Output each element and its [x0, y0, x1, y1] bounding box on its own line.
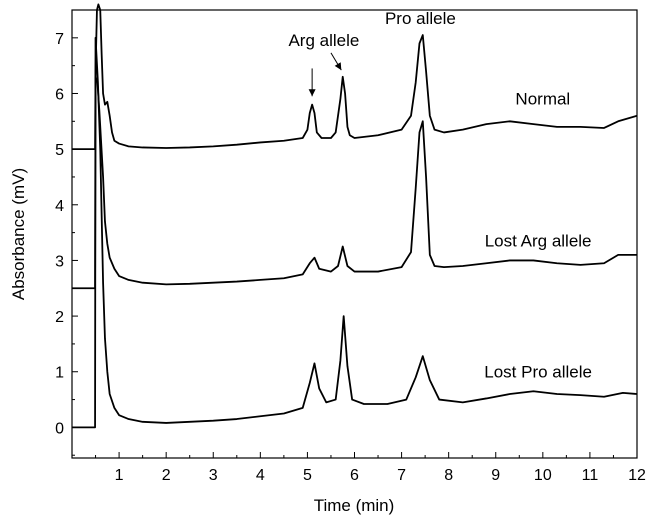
y-tick-label: 5 — [55, 142, 64, 159]
annotation-arrow-head — [334, 62, 342, 71]
series-layer — [72, 3, 638, 429]
series-line-0 — [72, 3, 638, 151]
y-tick-label: 3 — [55, 253, 64, 270]
x-tick-label: 12 — [628, 467, 646, 484]
x-tick-label: 11 — [582, 467, 599, 484]
annotation-labels: Pro allele Arg allele Normal Lost Arg allel… — [288, 9, 592, 381]
x-tick-label: 7 — [397, 467, 406, 484]
x-tick-label: 1 — [115, 467, 124, 484]
x-tick-label: 4 — [256, 467, 265, 484]
x-tick-label: 2 — [162, 467, 171, 484]
y-axis-ticks: 0 1 2 3 4 5 6 7 — [55, 9, 78, 456]
x-axis-ticks: 1 2 3 4 5 6 7 8 9 10 11 12 — [95, 452, 646, 484]
x-tick-label: 9 — [491, 467, 500, 484]
x-tick-label: 5 — [303, 467, 312, 484]
annotation-label: Lost Arg allele — [485, 232, 592, 251]
annotation-label: Pro allele — [385, 9, 456, 28]
y-tick-label: 2 — [55, 309, 64, 326]
annotation-label: Arg allele — [288, 31, 359, 50]
x-tick-label: 3 — [209, 467, 218, 484]
y-tick-label: 1 — [55, 365, 64, 382]
x-tick-label: 6 — [350, 467, 359, 484]
y-tick-label: 6 — [55, 86, 64, 103]
x-tick-label: 10 — [534, 467, 552, 484]
annotation-label: Lost Pro allele — [484, 362, 592, 381]
y-tick-label: 7 — [55, 31, 64, 48]
x-tick-label: 8 — [444, 467, 453, 484]
y-tick-label: 0 — [55, 420, 64, 437]
series-line-1 — [72, 75, 637, 290]
annotation-arrows — [308, 52, 342, 97]
y-axis-label: Absorbance (mV) — [9, 168, 28, 300]
series-line-2 — [72, 36, 638, 429]
y-tick-label: 4 — [55, 198, 64, 215]
x-axis-label: Time (min) — [314, 496, 395, 515]
annotation-arrow-head — [308, 89, 316, 97]
annotation-label: Normal — [515, 90, 570, 109]
